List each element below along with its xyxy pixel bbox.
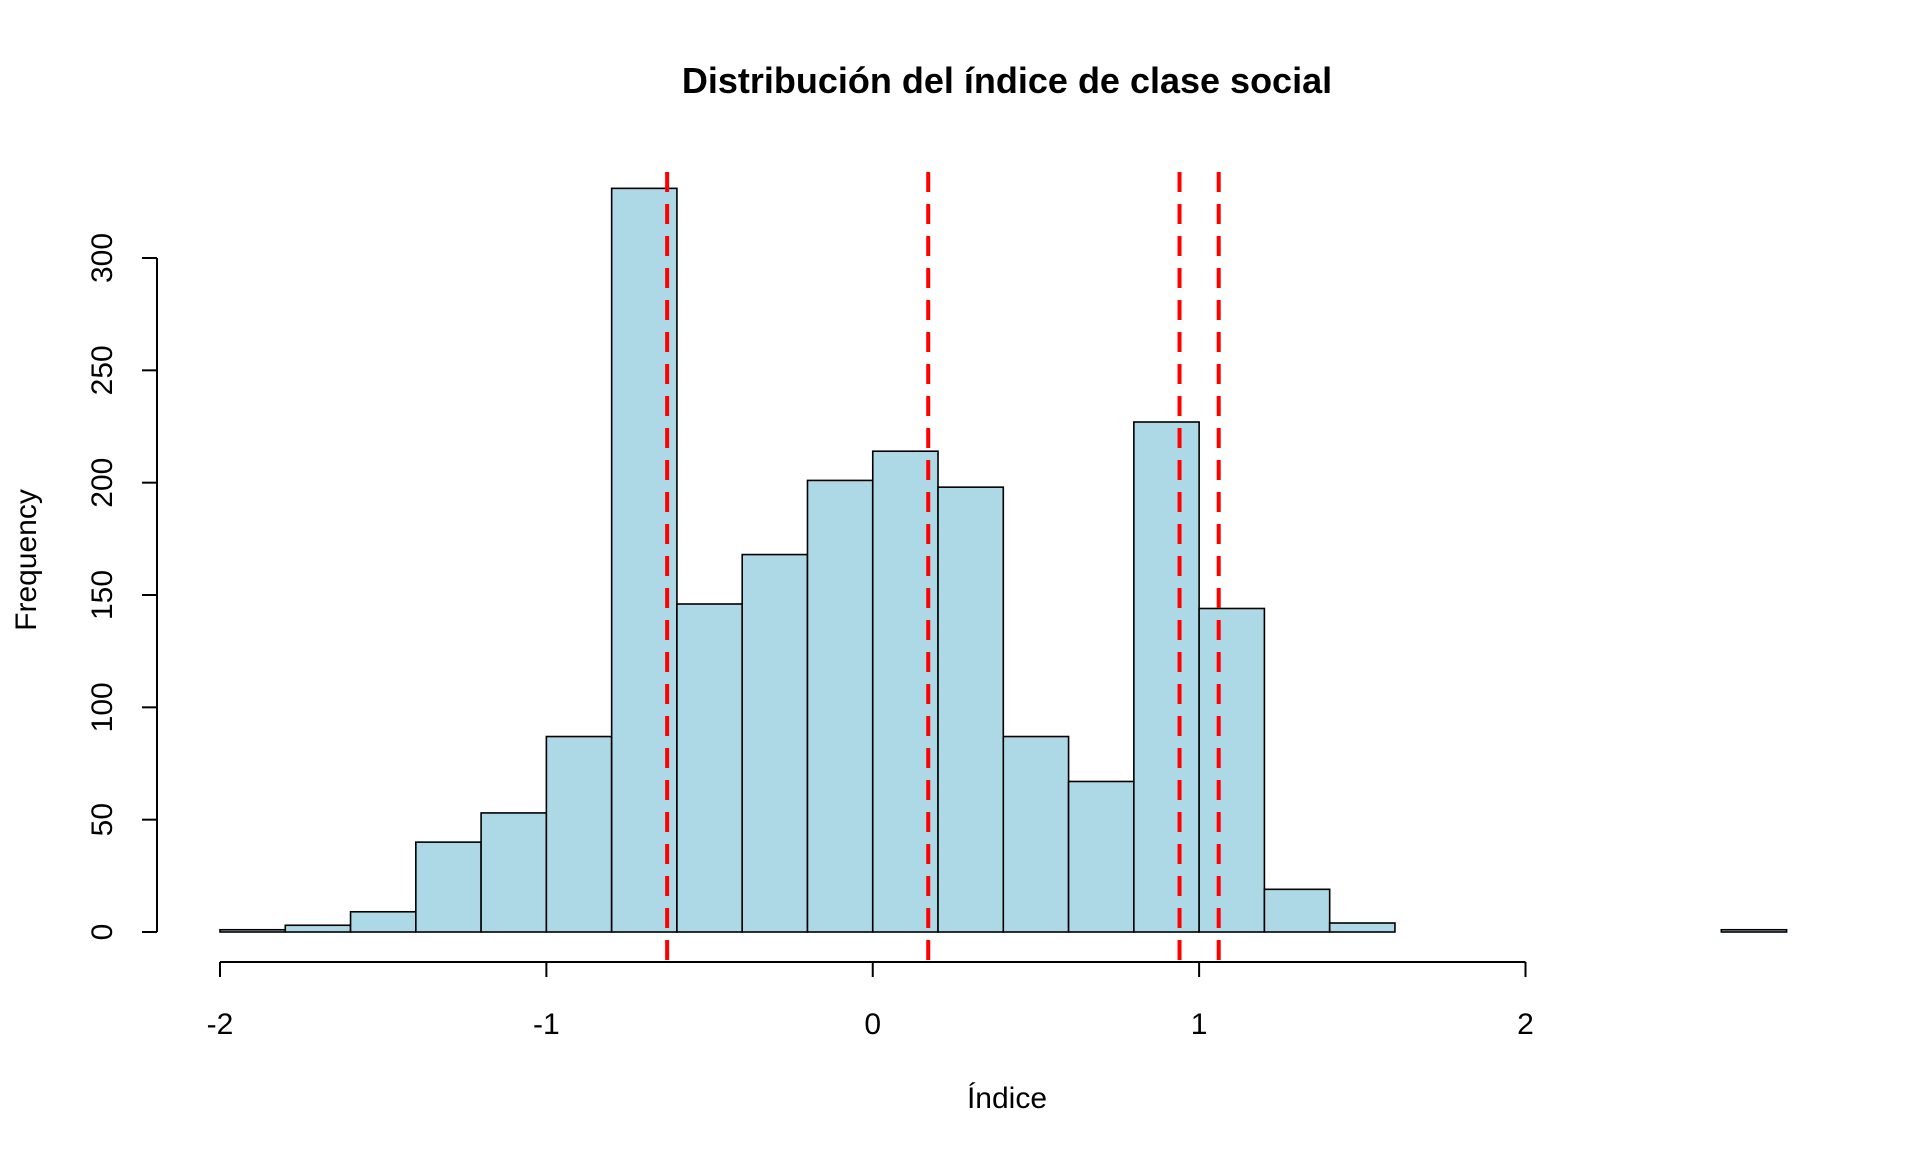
histogram-bar-0 (219, 928, 287, 933)
x-tick-label-4: 2 (1517, 1008, 1534, 1041)
y-tick-label-0: 0 (86, 924, 119, 941)
histogram-bar-7 (676, 603, 743, 933)
y-tick-label-5: 250 (86, 345, 119, 395)
histogram-bar-2 (349, 910, 417, 933)
histogram-bar-9 (806, 479, 874, 933)
x-axis-label: Índice (967, 1082, 1047, 1115)
reference-lines (665, 172, 1221, 962)
y-tick-label-1: 50 (86, 803, 119, 836)
y-axis: 0 50 100 150 200 250 300 (86, 233, 158, 941)
y-tick-label-2: 100 (86, 682, 119, 732)
x-tick-label-0: -2 (207, 1008, 234, 1041)
histogram-bar-1 (284, 924, 352, 933)
histogram-bar-3 (415, 841, 482, 933)
histogram-bar-17 (1328, 922, 1396, 933)
x-tick-label-1: -1 (533, 1008, 560, 1041)
y-tick-label-3: 150 (86, 570, 119, 620)
y-axis-label: Frequency (10, 489, 43, 631)
chart-title: Distribución del índice de clase social (682, 60, 1332, 101)
y-tick-label-4: 200 (86, 458, 119, 508)
histogram-bar-12 (1002, 735, 1070, 933)
histogram-bar-8 (741, 553, 809, 933)
histogram-bar-14 (1133, 421, 1200, 933)
histogram-bars (219, 187, 1788, 933)
histogram-bar-13 (1067, 780, 1135, 933)
x-axis: -2 -1 0 1 2 (207, 961, 1534, 1041)
x-tick-label-2: 0 (864, 1008, 881, 1041)
histogram-bar-5 (545, 735, 613, 933)
histogram-bar-16 (1263, 888, 1331, 933)
x-tick-label-3: 1 (1191, 1008, 1208, 1041)
histogram-bar-15 (1198, 607, 1266, 933)
histogram-bar-11 (937, 486, 1005, 933)
y-tick-label-6: 300 (86, 233, 119, 283)
histogram-bar-4 (480, 812, 548, 933)
histogram-bar-23 (1720, 928, 1788, 933)
